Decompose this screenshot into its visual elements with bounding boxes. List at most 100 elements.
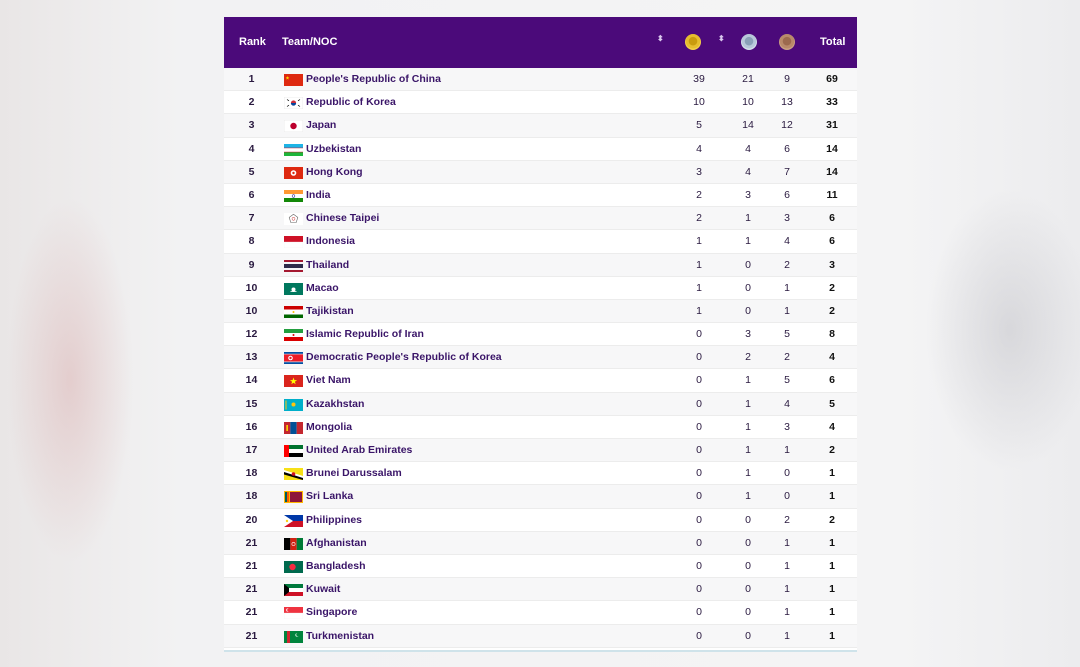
team-name-link[interactable]: Kazakhstan bbox=[306, 397, 365, 410]
japan-flag-icon bbox=[283, 120, 304, 133]
table-row[interactable]: 16 Mongolia 0 1 3 4 bbox=[224, 415, 857, 439]
rank-cell: 21 bbox=[245, 583, 258, 596]
table-row[interactable]: 21 Afghanistan 0 0 1 1 bbox=[224, 531, 857, 555]
table-row[interactable]: 20 Philippines 0 0 2 2 bbox=[224, 508, 857, 532]
table-row[interactable]: 10 Macao 1 0 1 2 bbox=[224, 276, 857, 300]
table-row[interactable]: 5 Hong Kong 3 4 7 14 bbox=[224, 160, 857, 184]
team-name-link[interactable]: Turkmenistan bbox=[306, 629, 375, 642]
china-flag-icon bbox=[284, 74, 303, 86]
team-name-link[interactable]: Hong Kong bbox=[306, 165, 363, 178]
team-name-link[interactable]: Viet Nam bbox=[306, 374, 351, 387]
team-name-link[interactable]: Mongolia bbox=[306, 420, 353, 433]
silver-count: 1 bbox=[745, 235, 751, 248]
bronze-count: 1 bbox=[784, 536, 790, 549]
table-row[interactable]: 6 India 2 3 6 11 bbox=[224, 183, 857, 208]
table-row[interactable]: 18 Sri Lanka 0 1 0 1 bbox=[224, 485, 857, 509]
rank-cell: 21 bbox=[245, 606, 258, 619]
rank-cell: 2 bbox=[248, 96, 255, 109]
total-count: 6 bbox=[829, 374, 835, 387]
team-name-link[interactable]: Afghanistan bbox=[306, 536, 367, 549]
bronze-count: 5 bbox=[784, 328, 790, 341]
rank-header[interactable]: Rank bbox=[239, 36, 266, 48]
table-row[interactable]: 21 Singapore 0 0 1 1 bbox=[224, 601, 857, 625]
silver-count: 0 bbox=[745, 583, 751, 596]
silver-count: 0 bbox=[745, 536, 751, 549]
silver-count: 1 bbox=[745, 212, 751, 225]
total-count: 11 bbox=[826, 188, 838, 201]
gold-medal-icon[interactable] bbox=[685, 34, 701, 50]
total-count: 14 bbox=[826, 142, 838, 155]
table-row[interactable]: 17 United Arab Emirates 0 1 1 2 bbox=[224, 439, 857, 463]
silver-count: 2 bbox=[745, 351, 751, 364]
team-name-link[interactable]: Indonesia bbox=[306, 235, 356, 248]
rank-cell: 6 bbox=[248, 188, 255, 201]
team-name-link[interactable]: Japan bbox=[306, 119, 337, 132]
team-name-link[interactable]: Bangladesh bbox=[306, 559, 366, 572]
team-name-link[interactable]: Philippines bbox=[306, 513, 363, 526]
table-row[interactable]: 21 Turkmenistan 0 0 1 1 bbox=[224, 624, 857, 648]
bronze-count: 5 bbox=[784, 374, 790, 387]
team-header[interactable]: Team/NOC bbox=[282, 36, 338, 48]
table-row[interactable]: 21 Kuwait 0 0 1 1 bbox=[224, 578, 857, 602]
table-row[interactable]: 4 Uzbekistan 4 4 6 14 bbox=[224, 137, 857, 161]
silver-count: 0 bbox=[745, 258, 751, 271]
silver-count: 1 bbox=[745, 374, 751, 387]
table-row[interactable]: 7 Chinese Taipei 2 1 3 6 bbox=[224, 207, 857, 231]
table-row[interactable]: 14 Viet Nam 0 1 5 6 bbox=[224, 369, 857, 393]
brunei-flag-icon bbox=[284, 468, 303, 481]
team-name-link[interactable]: Chinese Taipei bbox=[306, 212, 380, 225]
bronze-medal-icon[interactable] bbox=[779, 34, 795, 50]
bangladesh-flag-icon bbox=[284, 560, 303, 573]
team-name-link[interactable]: People's Republic of China bbox=[306, 73, 441, 85]
bronze-count: 9 bbox=[784, 73, 790, 85]
team-name-link[interactable]: Thailand bbox=[306, 258, 350, 271]
total-count: 5 bbox=[829, 397, 835, 410]
silver-medal-icon[interactable] bbox=[741, 34, 757, 50]
bronze-count: 1 bbox=[784, 444, 790, 456]
sort-icon[interactable]: ⬍ bbox=[657, 34, 664, 43]
iran-flag-icon bbox=[284, 329, 303, 342]
table-bottom-border bbox=[224, 650, 857, 652]
team-name-link[interactable]: Tajikistan bbox=[306, 304, 354, 317]
team-name-link[interactable]: Kuwait bbox=[306, 583, 341, 596]
team-name-link[interactable]: Macao bbox=[306, 281, 339, 294]
team-name-link[interactable]: India bbox=[306, 188, 331, 201]
total-count: 2 bbox=[829, 444, 835, 456]
table-row[interactable]: 13 Democratic People's Republic of Korea 0… bbox=[224, 346, 857, 370]
gold-count: 0 bbox=[696, 328, 702, 341]
total-count: 2 bbox=[829, 304, 835, 317]
team-name-link[interactable]: Democratic People's Republic of Korea bbox=[306, 351, 502, 364]
table-row[interactable]: 12 Islamic Republic of Iran 0 3 5 8 bbox=[224, 323, 857, 347]
total-count: 2 bbox=[829, 513, 835, 526]
singapore-flag-icon bbox=[283, 607, 304, 620]
team-name-link[interactable]: Uzbekistan bbox=[306, 142, 362, 155]
bronze-count: 7 bbox=[784, 165, 790, 178]
table-row[interactable]: 10 Tajikistan 1 0 1 2 bbox=[224, 299, 857, 324]
table-row[interactable]: 1 People's Republic of China 39 21 9 69 bbox=[224, 68, 857, 92]
sort-icon[interactable]: ⬍ bbox=[718, 34, 725, 43]
team-name-link[interactable]: Singapore bbox=[306, 606, 358, 619]
team-name-link[interactable]: Brunei Darussalam bbox=[306, 467, 402, 480]
table-row[interactable]: 9 Thailand 1 0 2 3 bbox=[224, 253, 857, 277]
team-name-link[interactable]: Sri Lanka bbox=[306, 490, 354, 503]
table-row[interactable]: 3 Japan 5 14 12 31 bbox=[224, 114, 857, 138]
bronze-count: 1 bbox=[784, 304, 790, 317]
team-name-link[interactable]: Republic of Korea bbox=[306, 96, 396, 109]
team-name-link[interactable]: United Arab Emirates bbox=[306, 444, 413, 456]
total-header[interactable]: Total bbox=[820, 36, 846, 48]
table-row[interactable]: 15 Kazakhstan 0 1 4 5 bbox=[224, 392, 857, 416]
silver-count: 1 bbox=[745, 490, 751, 503]
team-name-link[interactable]: Islamic Republic of Iran bbox=[306, 328, 424, 341]
table-row[interactable]: 8 Indonesia 1 1 4 6 bbox=[224, 230, 857, 254]
bronze-count: 2 bbox=[784, 258, 790, 271]
dprk-flag-icon bbox=[284, 352, 303, 365]
table-row[interactable]: 18 Brunei Darussalam 0 1 0 1 bbox=[224, 462, 857, 486]
taipei-flag-icon bbox=[284, 213, 303, 226]
total-count: 2 bbox=[829, 281, 835, 294]
bronze-count: 12 bbox=[781, 119, 793, 132]
total-count: 1 bbox=[829, 629, 835, 642]
rank-cell: 12 bbox=[245, 328, 258, 341]
hongkong-flag-icon bbox=[284, 166, 303, 179]
table-row[interactable]: 21 Bangladesh 0 0 1 1 bbox=[224, 554, 857, 579]
table-row[interactable]: 2 Republic of Korea 10 10 13 33 bbox=[224, 91, 857, 115]
